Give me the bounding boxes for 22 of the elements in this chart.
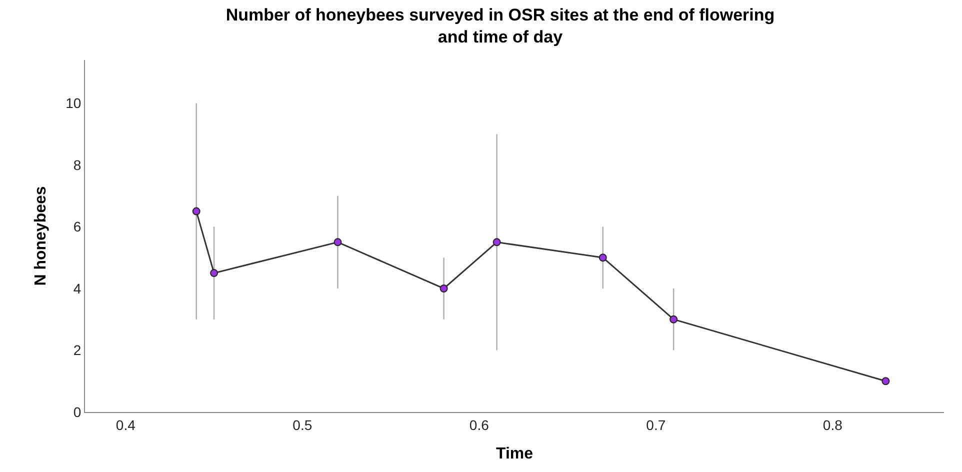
x-axis-title: Time	[496, 446, 534, 462]
y-tick-label: 2	[73, 342, 82, 358]
point	[882, 377, 890, 386]
x-tick-label: 0.6	[469, 416, 490, 433]
x-tick-label: 0.4	[116, 416, 136, 433]
x-tick-label: 0.7	[646, 416, 666, 433]
x-tick-label: 0.8	[822, 416, 843, 433]
point	[598, 254, 607, 262]
y-axis-title: N honeybees	[32, 186, 50, 286]
y-tick-label: 8	[73, 156, 82, 173]
y-tick-label: 10	[66, 95, 82, 112]
point	[334, 238, 342, 246]
point	[440, 284, 448, 292]
point	[210, 269, 218, 278]
point	[192, 207, 200, 216]
chart-title: Number of honeybees surveyed in OSR sites at the end of flowering and time of day	[226, 5, 775, 46]
y-tick-label: 4	[73, 280, 82, 296]
point	[492, 238, 501, 246]
point	[670, 315, 678, 324]
x-tick-label: 0.5	[292, 416, 312, 433]
y-tick-label: 6	[73, 218, 82, 235]
y-tick-label: 0	[73, 404, 82, 420]
